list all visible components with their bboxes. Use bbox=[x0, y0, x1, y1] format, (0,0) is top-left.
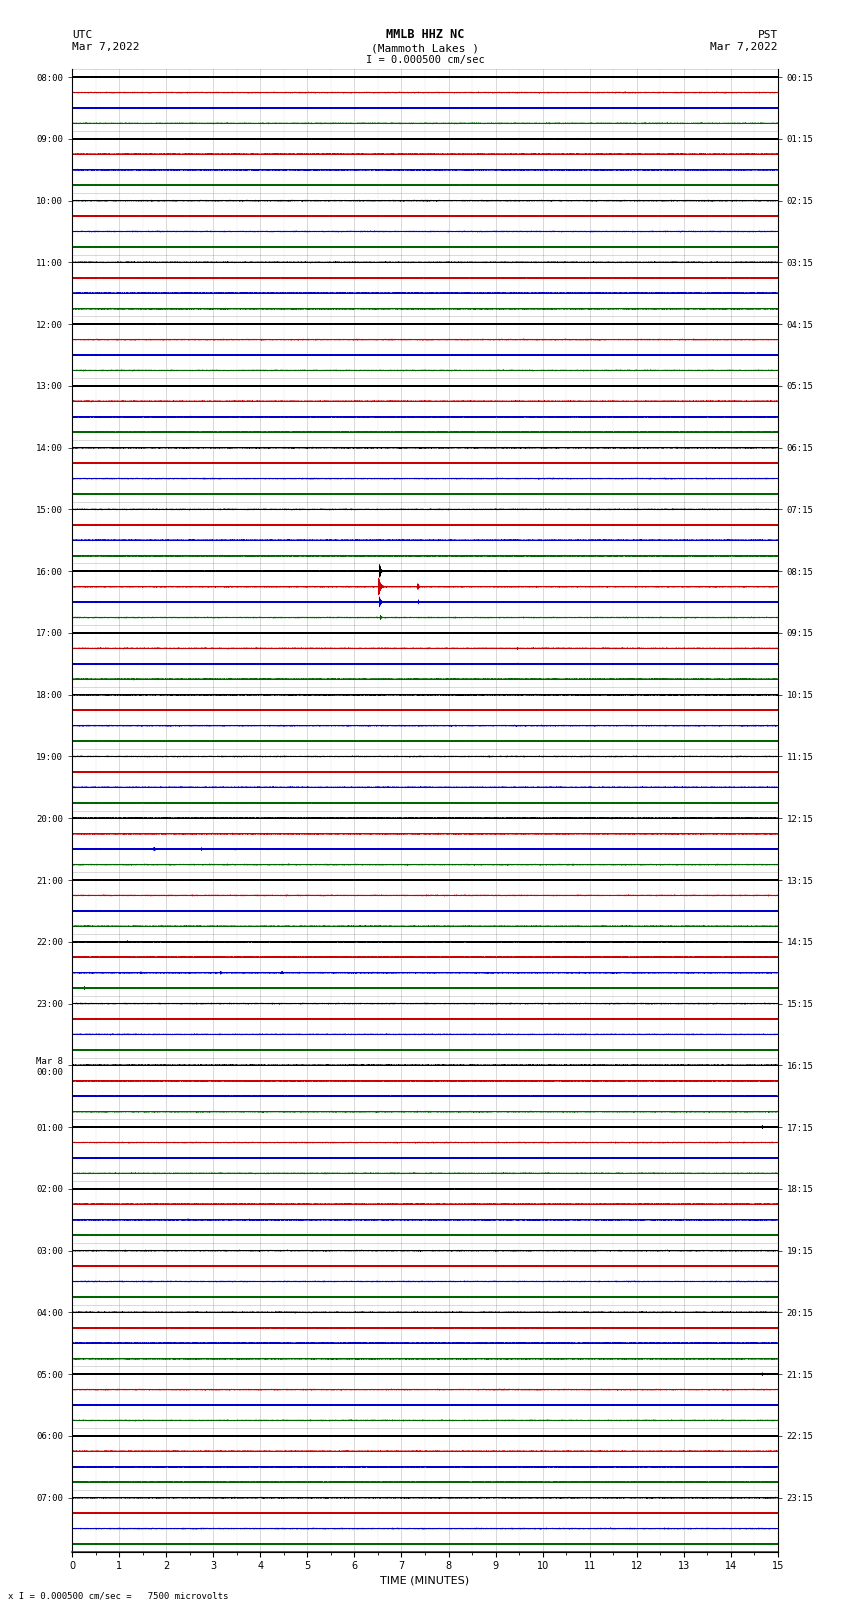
Text: UTC: UTC bbox=[72, 31, 93, 40]
X-axis label: TIME (MINUTES): TIME (MINUTES) bbox=[381, 1576, 469, 1586]
Text: x I = 0.000500 cm/sec =   7500 microvolts: x I = 0.000500 cm/sec = 7500 microvolts bbox=[8, 1590, 229, 1600]
Text: MMLB HHZ NC: MMLB HHZ NC bbox=[386, 27, 464, 40]
Text: Mar 7,2022: Mar 7,2022 bbox=[711, 42, 778, 52]
Text: I = 0.000500 cm/sec: I = 0.000500 cm/sec bbox=[366, 55, 484, 65]
Text: Mar 7,2022: Mar 7,2022 bbox=[72, 42, 139, 52]
Text: (Mammoth Lakes ): (Mammoth Lakes ) bbox=[371, 44, 479, 53]
Text: PST: PST bbox=[757, 31, 778, 40]
